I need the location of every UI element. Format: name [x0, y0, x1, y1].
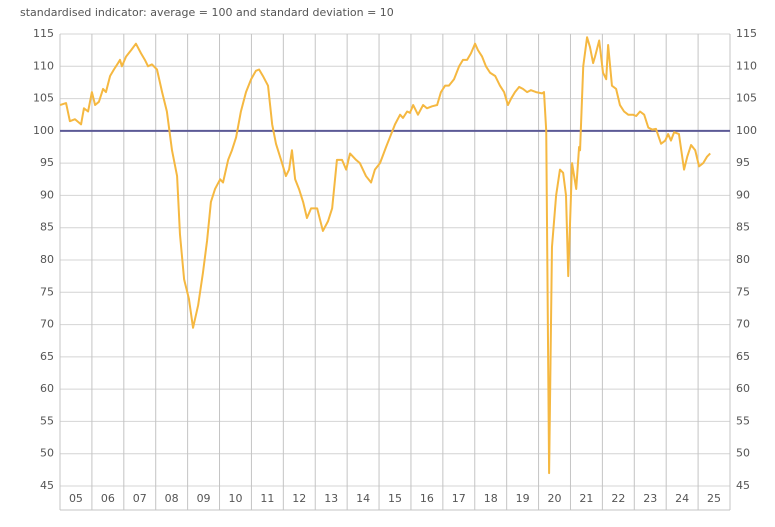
- y-tick-label: 50: [40, 447, 54, 460]
- y2-tick-label: 45: [736, 479, 750, 492]
- y2-tick-label: 50: [736, 447, 750, 460]
- y2-tick-label: 90: [736, 188, 750, 201]
- data-line: [59, 36, 711, 475]
- y-tick-label: 80: [40, 253, 54, 266]
- x-tick-label: 23: [643, 492, 657, 505]
- y2-tick-label: 80: [736, 253, 750, 266]
- x-tick-label: 17: [452, 492, 466, 505]
- x-tick-label: 05: [69, 492, 83, 505]
- y2-tick-label: 110: [736, 59, 757, 72]
- x-tick-label: 18: [484, 492, 498, 505]
- x-tick-label: 16: [420, 492, 434, 505]
- y2-tick-label: 65: [736, 350, 750, 363]
- y-tick-label: 90: [40, 188, 54, 201]
- y2-tick-label: 105: [736, 92, 757, 105]
- y-tick-label: 60: [40, 382, 54, 395]
- y-tick-label: 105: [33, 92, 54, 105]
- x-tick-label: 11: [260, 492, 274, 505]
- y-tick-label: 95: [40, 156, 54, 169]
- y2-tick-label: 95: [736, 156, 750, 169]
- y2-tick-label: 115: [736, 27, 757, 40]
- y-tick-label: 110: [33, 59, 54, 72]
- x-tick-label: 13: [324, 492, 338, 505]
- x-tick-label: 21: [579, 492, 593, 505]
- y-tick-label: 75: [40, 285, 54, 298]
- y-tick-label: 100: [33, 124, 54, 137]
- y2-tick-label: 55: [736, 414, 750, 427]
- y2-tick-label: 75: [736, 285, 750, 298]
- y-tick-label: 45: [40, 479, 54, 492]
- x-tick-label: 08: [165, 492, 179, 505]
- y-tick-label: 85: [40, 221, 54, 234]
- x-tick-label: 25: [707, 492, 721, 505]
- y2-tick-label: 85: [736, 221, 750, 234]
- x-tick-label: 19: [516, 492, 530, 505]
- y-tick-label: 115: [33, 27, 54, 40]
- x-tick-label: 06: [101, 492, 115, 505]
- x-tick-label: 20: [548, 492, 562, 505]
- y2-tick-label: 100: [736, 124, 757, 137]
- x-tick-label: 12: [292, 492, 306, 505]
- x-tick-label: 14: [356, 492, 370, 505]
- y2-tick-label: 60: [736, 382, 750, 395]
- y-tick-label: 65: [40, 350, 54, 363]
- y2-tick-label: 70: [736, 318, 750, 331]
- x-tick-label: 24: [675, 492, 689, 505]
- x-tick-label: 10: [228, 492, 242, 505]
- x-tick-label: 09: [197, 492, 211, 505]
- x-tick-label: 22: [611, 492, 625, 505]
- x-tick-label: 15: [388, 492, 402, 505]
- y-tick-label: 55: [40, 414, 54, 427]
- y-tick-label: 70: [40, 318, 54, 331]
- x-tick-label: 07: [133, 492, 147, 505]
- chart-title: standardised indicator: average = 100 an…: [20, 6, 394, 19]
